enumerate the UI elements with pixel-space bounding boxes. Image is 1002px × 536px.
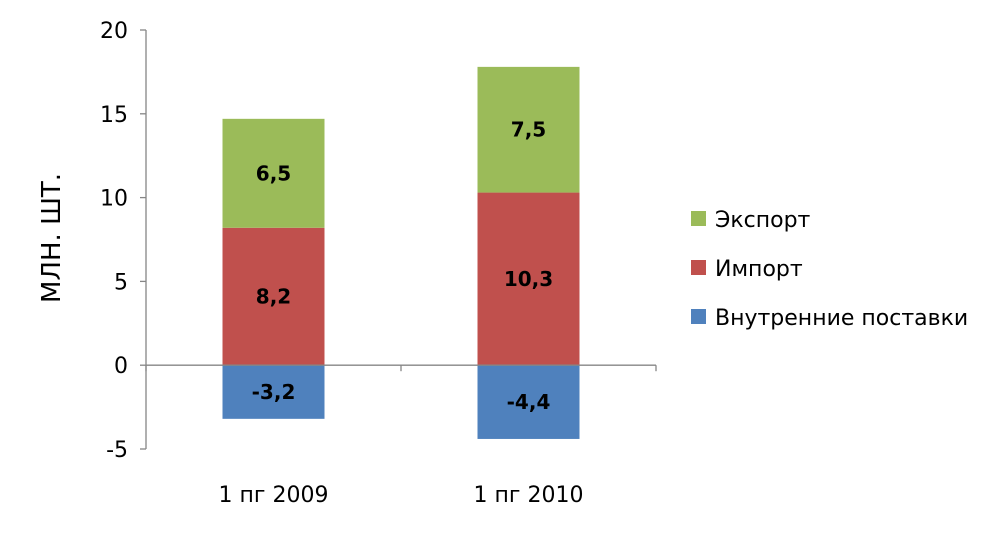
y-tick-label: 20 [100, 19, 128, 44]
x-tick-label: 1 пг 2009 [219, 483, 329, 508]
data-label-экспорт-0: 6,5 [256, 161, 291, 185]
data-label-экспорт-1: 7,5 [511, 118, 546, 142]
legend-label-внутренние-поставки: Внутренние поставки [715, 306, 968, 331]
bar-segment-внутренние-поставки-1 [477, 365, 580, 439]
data-label-импорт-1: 10,3 [504, 267, 553, 291]
y-tick-label: 10 [100, 187, 128, 212]
legend-swatch-импорт [691, 260, 706, 275]
data-label-импорт-0: 8,2 [256, 284, 291, 308]
legend-label-импорт: Импорт [715, 257, 803, 282]
legend-swatch-экспорт [691, 211, 706, 226]
y-tick-label: -5 [106, 438, 128, 463]
y-axis-title: МЛН. ШТ. [37, 173, 67, 303]
legend-label-экспорт: Экспорт [715, 208, 811, 233]
y-tick-label: 15 [100, 103, 128, 128]
data-label-внутренние-поставки-1: -4,4 [507, 390, 551, 414]
x-tick-label: 1 пг 2010 [474, 483, 584, 508]
bar-segment-импорт-1 [477, 192, 580, 366]
bar-segment-экспорт-1 [477, 66, 580, 193]
bar-segment-экспорт-0 [222, 118, 325, 228]
bar-segment-внутренние-поставки-0 [222, 365, 325, 419]
labels-layer: -3,2 -4,4 8,2 10,3 6,5 7,5 [252, 118, 554, 414]
y-tick-label: 5 [114, 270, 128, 295]
legend-swatch-внутренние-поставки [691, 309, 706, 324]
y-tick-label: 0 [114, 354, 128, 379]
legend: Экспорт Импорт Внутренние поставки [691, 208, 968, 331]
bar-segment-импорт-0 [222, 227, 325, 366]
data-label-внутренние-поставки-0: -3,2 [252, 380, 296, 404]
axes-layer: -5 0 5 10 15 20 1 пг 2009 1 пг 2010 [100, 19, 657, 508]
bars-layer [222, 66, 580, 439]
